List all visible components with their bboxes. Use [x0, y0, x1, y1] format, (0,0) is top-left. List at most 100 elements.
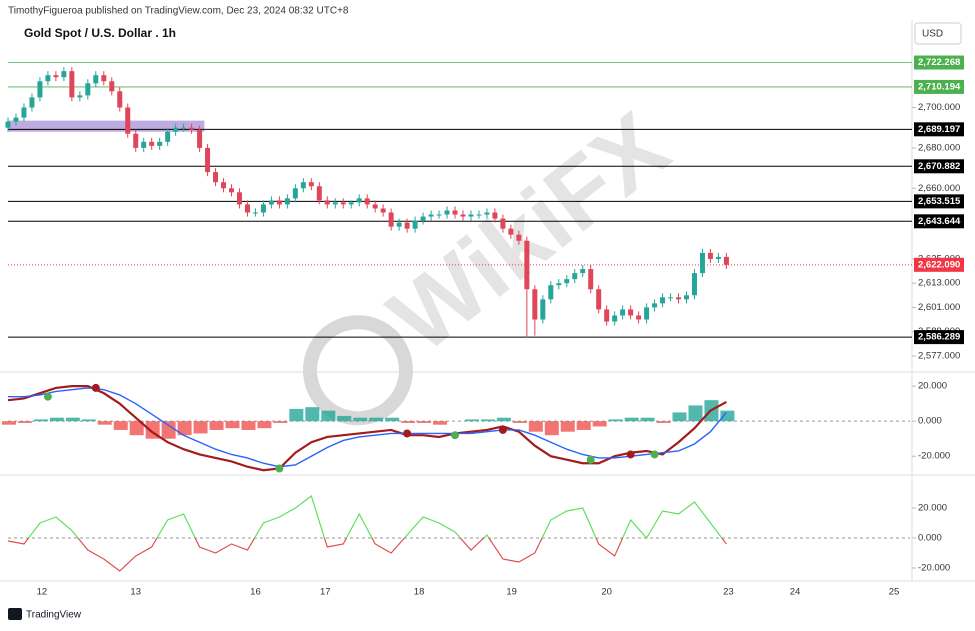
- histogram-bar: [369, 417, 384, 422]
- zone: [8, 120, 205, 132]
- y-tick-label: -20.000: [918, 451, 950, 462]
- histogram-bar: [624, 417, 639, 422]
- candle-body: [236, 192, 242, 205]
- cross-marker: [43, 392, 52, 401]
- candle-body: [221, 182, 227, 189]
- histogram-bar: [161, 421, 176, 439]
- y-tick-label: 2,680.000: [918, 142, 960, 153]
- histogram-bar: [33, 419, 48, 422]
- x-tick-label: 13: [130, 587, 141, 598]
- candle-body: [683, 295, 689, 300]
- candle-body: [468, 214, 474, 217]
- level-tag: [914, 159, 964, 174]
- candle-body: [109, 81, 115, 92]
- level-label: 2,710.194: [918, 81, 961, 92]
- watermark-logo: [302, 315, 413, 426]
- cross-marker: [626, 450, 635, 459]
- candle-body: [707, 252, 713, 259]
- x-tick-label: 12: [37, 587, 48, 598]
- candle-body: [45, 75, 51, 82]
- candle-body: [13, 117, 19, 122]
- candle-body: [173, 127, 179, 132]
- candle-body: [516, 234, 522, 241]
- candle-body: [452, 210, 458, 215]
- level-label: 2,643.644: [918, 216, 961, 227]
- candle-body: [548, 285, 554, 300]
- candle-body: [628, 309, 634, 316]
- level-tag: [914, 55, 964, 70]
- cross-marker: [498, 425, 507, 434]
- cross-marker: [275, 464, 284, 473]
- histogram-bar: [608, 419, 623, 422]
- y-tick-label: 20.000: [918, 503, 947, 514]
- candle-body: [532, 289, 538, 320]
- candle-body: [157, 141, 163, 146]
- histogram-bar: [321, 410, 336, 422]
- candle-body: [37, 81, 43, 98]
- candle-body: [268, 200, 274, 205]
- y-tick-label: 20.000: [918, 381, 947, 392]
- histogram-bar: [512, 421, 527, 423]
- candle-body: [636, 315, 642, 320]
- y-tick-label: 2,613.000: [918, 278, 960, 289]
- candle-body: [380, 208, 386, 213]
- histogram-bar: [113, 421, 128, 430]
- chart-title: Gold Spot / U.S. Dollar . 1h: [24, 26, 176, 40]
- histogram-bar: [480, 419, 495, 422]
- histogram-bar: [353, 417, 368, 422]
- candle-body: [588, 269, 594, 290]
- indicator-line: [8, 387, 727, 468]
- candle-body: [53, 75, 59, 78]
- candle-body: [292, 188, 298, 199]
- x-tick-label: 23: [723, 587, 734, 598]
- candle-body: [125, 107, 131, 134]
- candle-body: [324, 200, 330, 205]
- header: TimothyFigueroa published on TradingView…: [8, 6, 349, 17]
- level-tag: [914, 214, 964, 229]
- last-price-label: 2,622.090: [918, 259, 960, 270]
- y-tick-label: -20.000: [918, 563, 950, 574]
- histogram-bar: [528, 421, 543, 432]
- cross-marker: [451, 431, 460, 440]
- histogram-bar: [496, 417, 511, 422]
- candle-body: [492, 212, 498, 219]
- candle-body: [117, 91, 123, 108]
- candle-body: [316, 186, 322, 201]
- candle-body: [612, 315, 618, 322]
- candle-body: [372, 204, 378, 209]
- candle-body: [436, 214, 442, 216]
- candle-body: [444, 210, 450, 215]
- candle-body: [715, 256, 721, 259]
- oscillator-line: [8, 538, 727, 572]
- footer: TradingView: [26, 610, 82, 621]
- candle-body: [540, 299, 546, 320]
- y-tick-label: 2,601.000: [918, 302, 960, 313]
- candle-body: [508, 228, 514, 235]
- candle-body: [5, 121, 11, 128]
- candle-body: [77, 95, 83, 98]
- currency-box[interactable]: [914, 22, 962, 45]
- histogram-bar: [17, 421, 32, 423]
- candle-body: [484, 212, 490, 215]
- y-tick-label: 2,660.000: [918, 183, 960, 194]
- histogram-bar: [656, 421, 671, 423]
- candle-body: [197, 129, 203, 148]
- candle-body: [21, 107, 27, 118]
- candle-body: [691, 273, 697, 296]
- footer-logo: [8, 608, 22, 620]
- histogram-bar: [688, 405, 703, 422]
- candle-body: [348, 202, 354, 205]
- level-label: 2,689.197: [918, 124, 960, 135]
- candle-body: [644, 307, 650, 320]
- histogram-bar: [592, 421, 607, 427]
- currency: USD: [922, 29, 943, 40]
- candle-body: [388, 212, 394, 227]
- candle-body: [428, 214, 434, 217]
- candle-body: [620, 309, 626, 316]
- level-label: 2,722.268: [918, 57, 960, 68]
- histogram-bar: [65, 417, 80, 422]
- candle-body: [181, 127, 187, 129]
- histogram-bar: [289, 408, 304, 422]
- candle-body: [396, 222, 402, 227]
